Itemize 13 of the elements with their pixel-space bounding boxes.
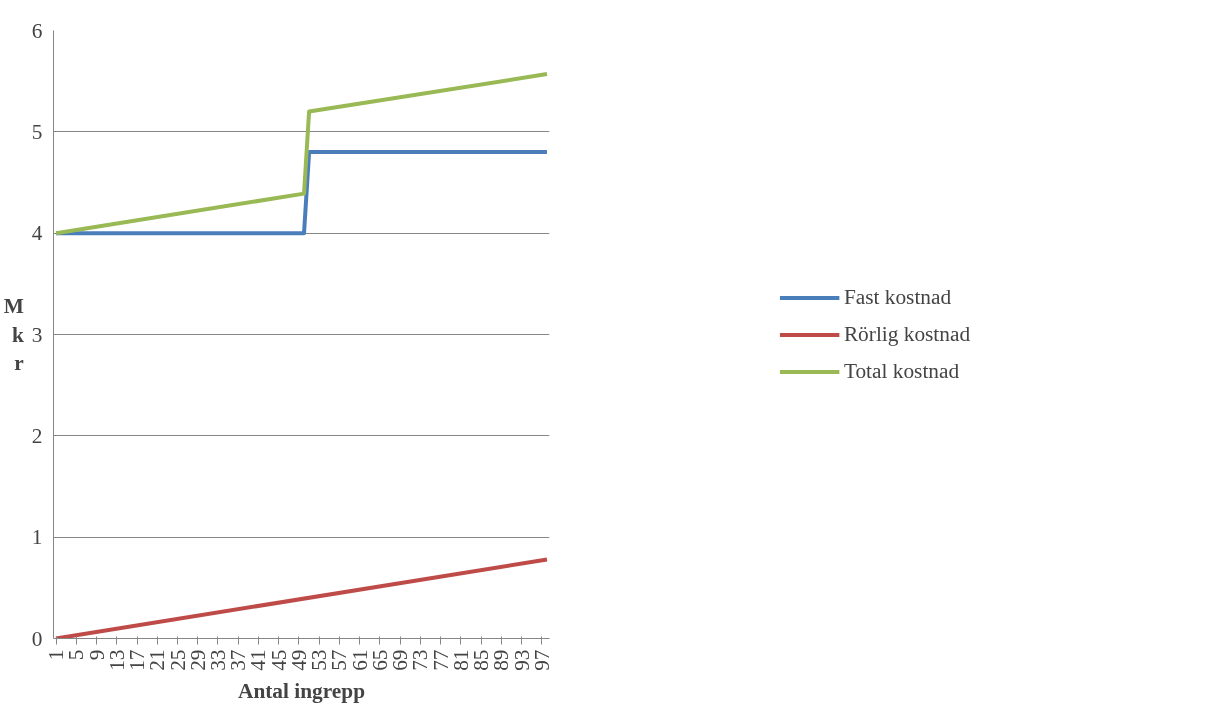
- y-axis-title: Mkr: [3, 293, 25, 376]
- y-tick-label: 5: [31, 119, 43, 144]
- line-series: [54, 72, 549, 236]
- y-tick-label: 4: [31, 221, 43, 246]
- y-tick-label: 6: [31, 18, 43, 43]
- y-tick-label: 1: [31, 525, 43, 550]
- y-tick-label: 0: [31, 626, 43, 651]
- y-tick-label: 3: [31, 322, 43, 347]
- y-tick-label: 2: [31, 423, 43, 448]
- legend-label: Total kostnad: [843, 358, 960, 384]
- legend-label: Fast kostnad: [843, 284, 952, 310]
- legend-label: Rörlig kostnad: [843, 321, 971, 347]
- x-axis-title: Antal ingrepp: [237, 678, 366, 703]
